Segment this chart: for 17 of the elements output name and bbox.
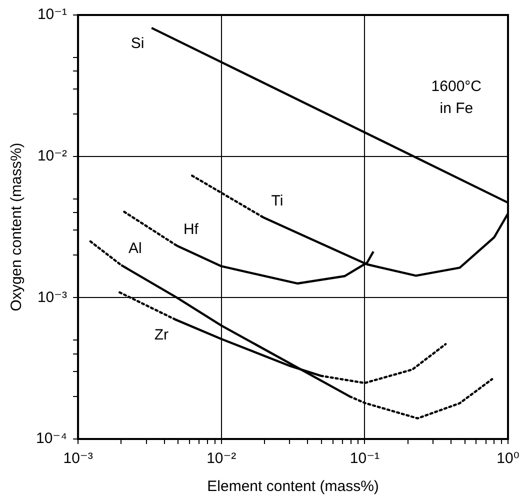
x-tick-label: 10⁰ (496, 450, 520, 468)
x-tick-label: 10⁻² (206, 450, 236, 468)
y-tick-label: 10⁻³ (37, 288, 68, 306)
series-label: Hf (183, 220, 200, 238)
y-tick-label: 10⁻¹ (37, 6, 68, 24)
x-tick-label: 10⁻¹ (350, 450, 380, 468)
annotation: 1600°C (431, 78, 482, 96)
x-axis-title: Element content (mass%) (207, 478, 379, 496)
series-label: Zr (154, 326, 169, 344)
y-tick-label: 10⁻² (37, 147, 68, 164)
series-label: Ti (271, 192, 284, 210)
x-tick-label: 10⁻³ (63, 450, 93, 468)
y-axis-title: Oxygen content (mass%) (8, 142, 26, 312)
series-label: Si (130, 35, 144, 52)
series-label: Al (128, 240, 142, 258)
annotation: in Fe (440, 100, 474, 118)
y-tick-label: 10⁻⁴ (36, 430, 68, 448)
